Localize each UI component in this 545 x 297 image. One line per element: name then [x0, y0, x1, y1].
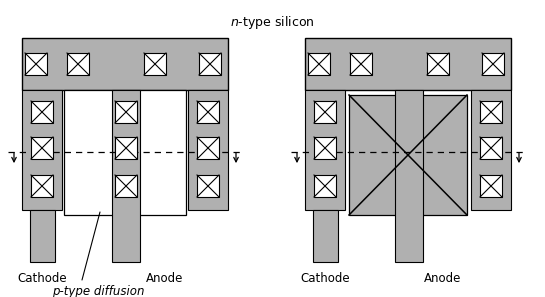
Bar [22, 38, 228, 90]
Bar [349, 95, 467, 215]
Bar [115, 137, 137, 159]
Bar [350, 53, 372, 75]
Text: Cathode: Cathode [17, 272, 67, 285]
Bar [314, 101, 336, 123]
Bar [197, 175, 219, 197]
Text: Anode: Anode [146, 272, 184, 285]
Bar [427, 53, 449, 75]
Bar [31, 175, 53, 197]
Bar [480, 175, 502, 197]
Bar [112, 90, 140, 262]
Bar [480, 137, 502, 159]
Bar [314, 137, 336, 159]
Bar [305, 90, 345, 210]
Bar [25, 53, 47, 75]
Text: Cathode: Cathode [300, 272, 350, 285]
Bar [115, 175, 137, 197]
Text: Anode: Anode [425, 272, 462, 285]
Bar [197, 137, 219, 159]
Bar [67, 53, 89, 75]
Bar [197, 101, 219, 123]
Bar [308, 53, 330, 75]
Bar [64, 90, 186, 215]
Bar [305, 38, 511, 90]
Bar [30, 210, 55, 262]
Bar [471, 90, 511, 210]
Bar [480, 101, 502, 123]
Bar [31, 101, 53, 123]
Bar [482, 53, 504, 75]
Bar [199, 53, 221, 75]
Bar [144, 53, 166, 75]
Text: p-type diffusion: p-type diffusion [52, 285, 144, 297]
Bar [31, 137, 53, 159]
Text: $n$-type silicon: $n$-type silicon [229, 14, 314, 31]
Bar [314, 175, 336, 197]
Bar [22, 90, 62, 210]
Bar [313, 210, 338, 262]
Bar [395, 90, 423, 262]
Bar [115, 101, 137, 123]
Bar [188, 90, 228, 210]
